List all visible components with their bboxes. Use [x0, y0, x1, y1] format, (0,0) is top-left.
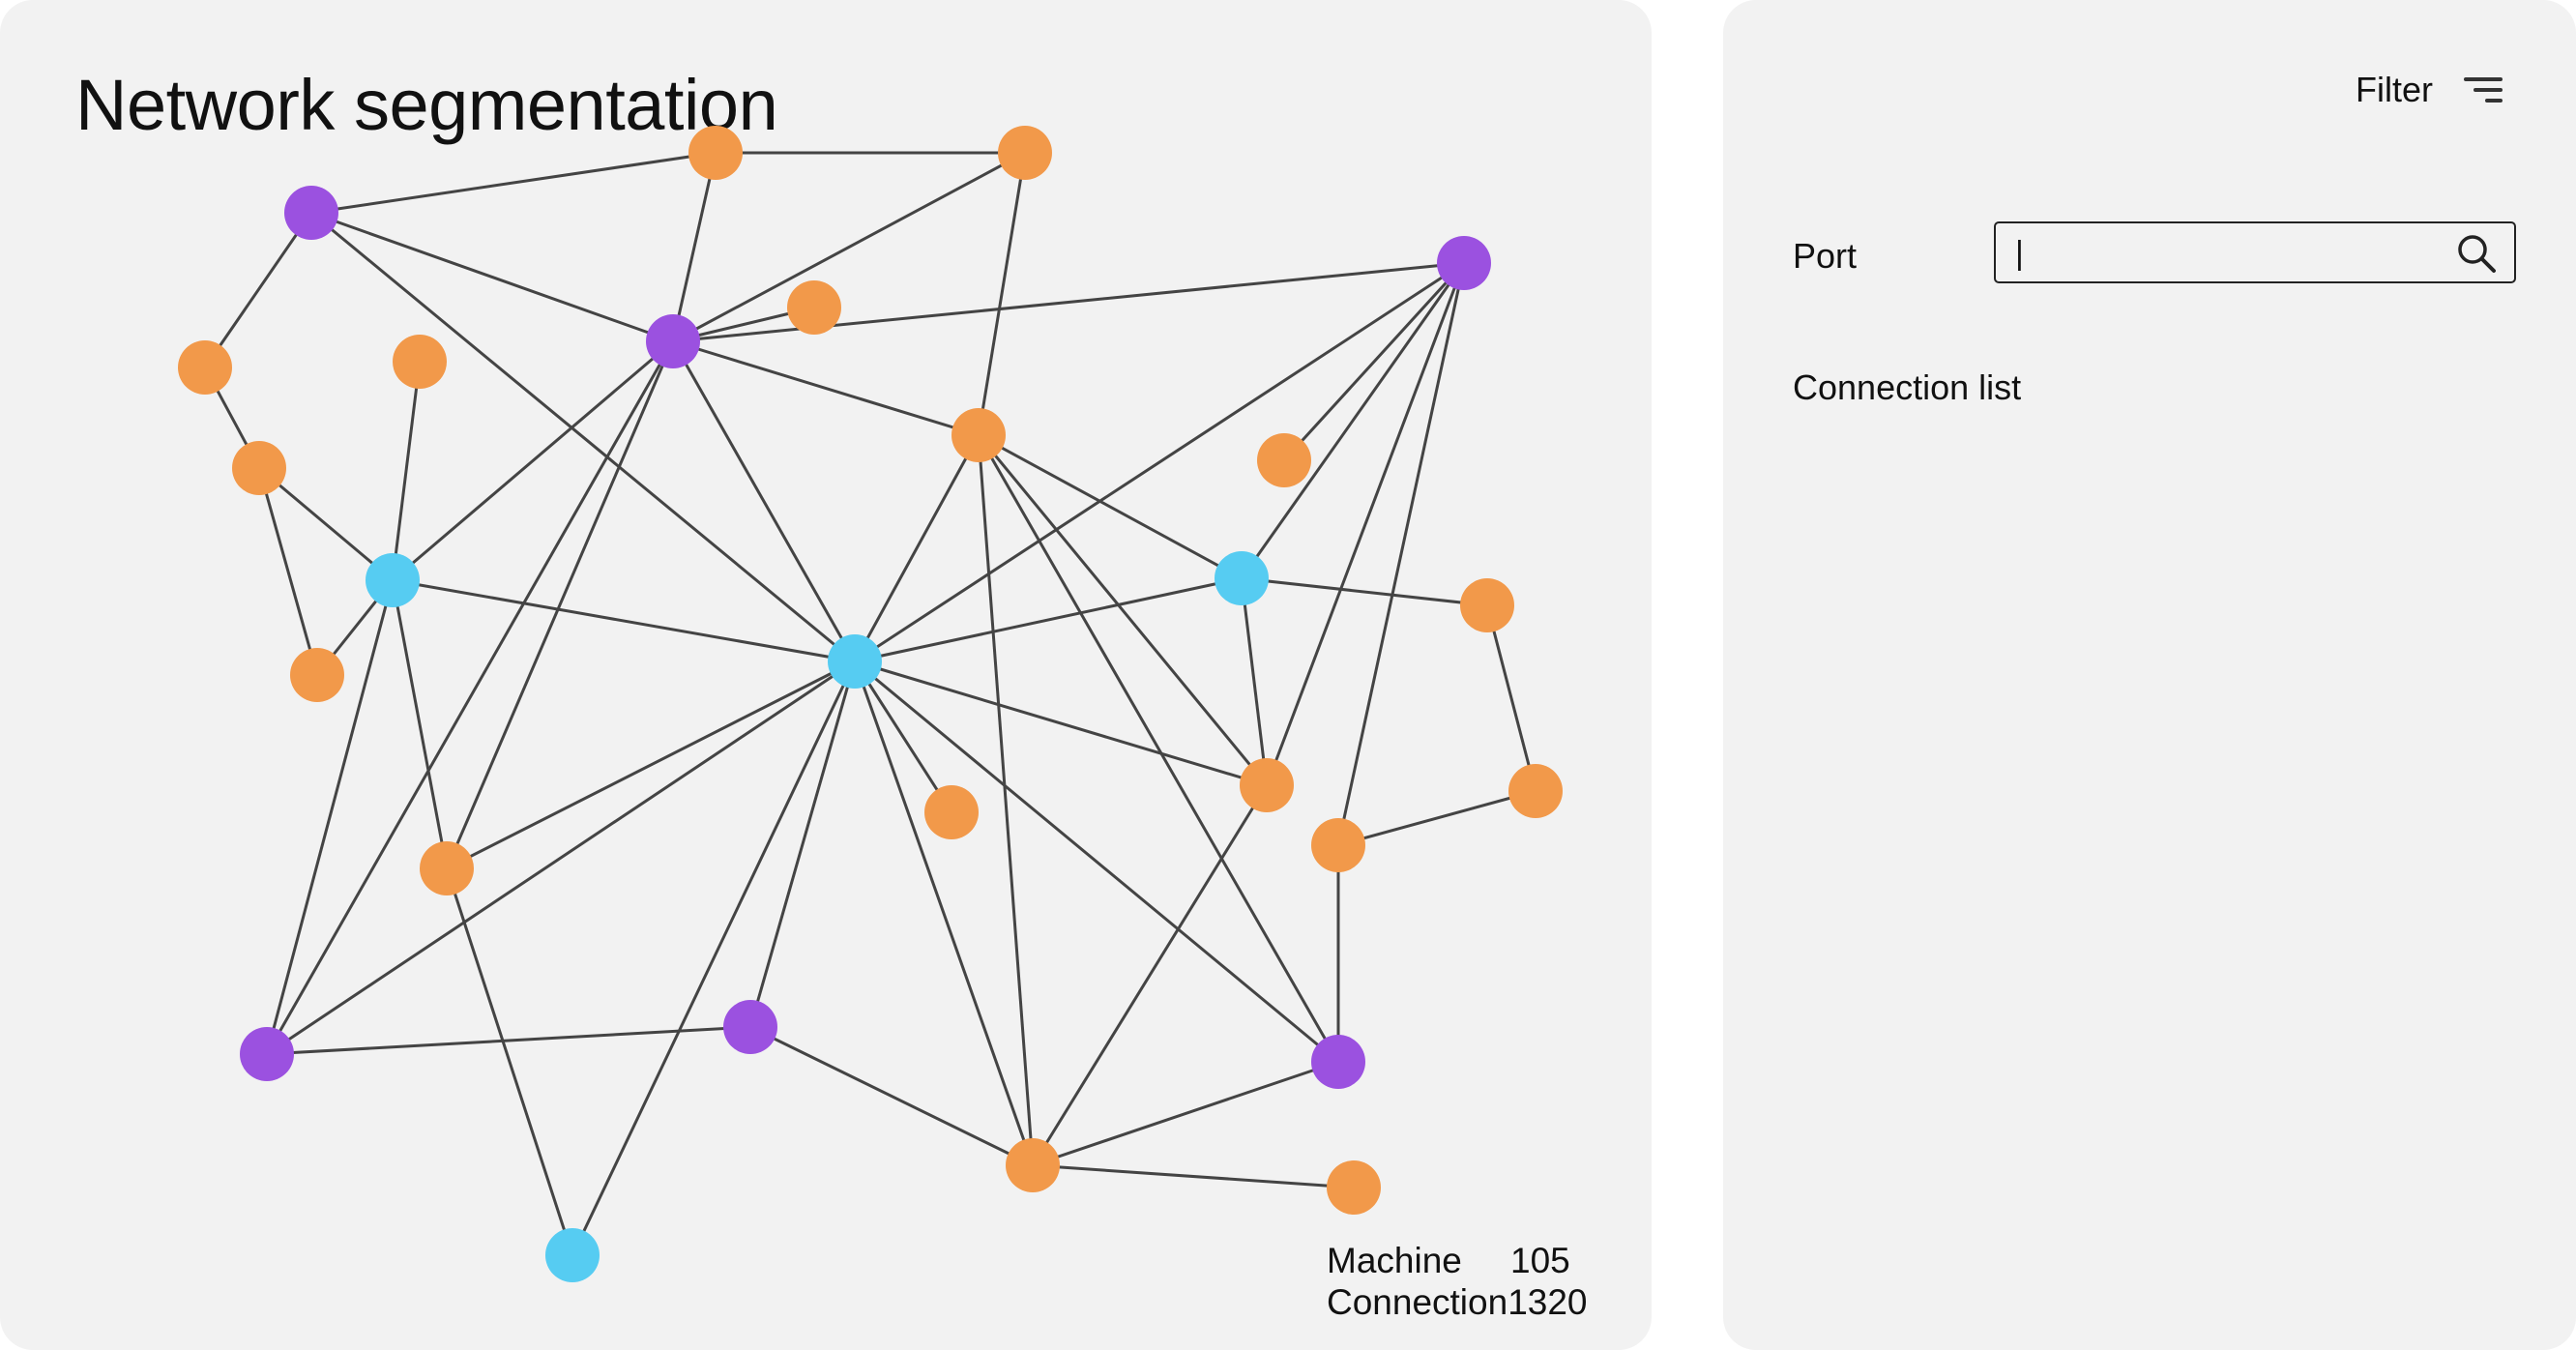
graph-edge: [1282, 261, 1466, 462]
graph-edge: [265, 579, 395, 1055]
graph-node-purple[interactable]: [1311, 1035, 1365, 1089]
filter-sidebar: Filter Port Connection list: [1723, 0, 2576, 1350]
graph-node-purple[interactable]: [646, 314, 700, 368]
graph-edge: [1337, 789, 1537, 847]
graph-node-orange[interactable]: [1257, 433, 1311, 487]
graph-edge: [749, 1025, 1034, 1167]
graph-node-cyan[interactable]: [1215, 551, 1269, 605]
graph-edge: [854, 660, 1268, 787]
graph-node-orange[interactable]: [1327, 1160, 1381, 1215]
graph-node-orange[interactable]: [393, 335, 447, 389]
graph-node-orange[interactable]: [924, 785, 979, 839]
graph-node-cyan[interactable]: [366, 553, 420, 607]
graph-node-orange[interactable]: [1311, 818, 1365, 872]
graph-node-purple[interactable]: [284, 186, 338, 240]
graph-node-orange[interactable]: [178, 340, 232, 395]
graph-edge: [1485, 604, 1537, 792]
filter-lines-icon: [2462, 73, 2503, 106]
graph-edge: [310, 211, 856, 663]
graph-edge: [672, 339, 980, 437]
port-label: Port: [1793, 236, 1858, 276]
graph-edge: [1032, 1163, 1355, 1189]
graph-edge: [748, 660, 857, 1028]
graph-edge: [391, 361, 422, 581]
network-graph-panel: Network segmentation Machine 105 Connect…: [0, 0, 1652, 1350]
graph-edge: [446, 660, 856, 870]
graph-node-orange[interactable]: [420, 841, 474, 895]
graph-node-cyan[interactable]: [828, 634, 882, 689]
graph-edge: [310, 151, 717, 215]
graph-edge: [672, 151, 1026, 343]
graph-edge: [853, 660, 953, 813]
connection-count-value: 1320: [1508, 1282, 1588, 1322]
filter-label: Filter: [2356, 70, 2433, 109]
graph-node-orange[interactable]: [1240, 758, 1294, 812]
graph-node-orange[interactable]: [290, 648, 344, 702]
graph-edge: [391, 579, 449, 869]
graph-edge: [203, 212, 313, 368]
connection-list-title: Connection list: [1793, 367, 2022, 407]
graph-node-purple[interactable]: [1437, 236, 1491, 290]
graph-edge: [1031, 784, 1269, 1166]
machine-count-label: Machine: [1327, 1241, 1462, 1280]
graph-edge: [571, 660, 857, 1256]
machine-count-value: 105: [1510, 1241, 1570, 1280]
graph-node-purple[interactable]: [240, 1027, 294, 1081]
graph-edge: [265, 340, 675, 1055]
filter-button[interactable]: Filter: [2356, 70, 2503, 110]
graph-edge: [1241, 576, 1488, 607]
graph-edge: [977, 434, 1340, 1063]
graph-edge: [671, 152, 717, 342]
graph-edge: [978, 433, 1243, 580]
graph-edge: [266, 660, 856, 1056]
graph-node-orange[interactable]: [1508, 764, 1563, 818]
graph-node-purple[interactable]: [723, 1000, 777, 1054]
graph-edge: [854, 576, 1243, 663]
page-title: Network segmentation: [75, 65, 778, 145]
graph-edge: [853, 660, 1035, 1166]
graph-edge: [977, 434, 1269, 786]
graph-node-orange[interactable]: [998, 126, 1052, 180]
graph-node-orange[interactable]: [232, 441, 286, 495]
graph-edge: [977, 434, 1035, 1166]
graph-edge: [1265, 262, 1466, 786]
graph-edge: [854, 660, 1339, 1064]
port-search-input[interactable]: [2013, 231, 2443, 276]
graph-edge: [445, 867, 574, 1256]
graph-edge: [977, 152, 1027, 436]
graph-edge: [1336, 262, 1466, 846]
graph-node-orange[interactable]: [951, 408, 1006, 462]
graph-edge: [392, 339, 674, 582]
port-search-box: [1994, 221, 2516, 283]
graph-node-orange[interactable]: [688, 126, 743, 180]
graph-edge: [854, 261, 1465, 663]
connection-count-label: Connection: [1327, 1282, 1508, 1322]
network-graph[interactable]: [0, 0, 1652, 1350]
graph-node-orange[interactable]: [1006, 1138, 1060, 1192]
graph-node-cyan[interactable]: [545, 1228, 600, 1282]
network-stats: Machine 105 Connection 1320: [1327, 1240, 1588, 1323]
graph-edge: [445, 340, 675, 869]
graph-edge: [266, 1025, 751, 1056]
graph-edge: [853, 434, 981, 662]
graph-edge: [257, 467, 319, 676]
graph-edge: [392, 578, 856, 663]
graph-edge: [1240, 577, 1269, 786]
graph-edge: [671, 340, 857, 662]
graph-node-orange[interactable]: [787, 280, 841, 335]
search-icon[interactable]: [2456, 233, 2497, 274]
graph-edge: [1032, 1060, 1339, 1167]
graph-edge: [1240, 262, 1466, 579]
graph-edge: [310, 211, 674, 343]
graph-node-orange[interactable]: [1460, 578, 1514, 632]
graph-edge: [258, 466, 394, 582]
